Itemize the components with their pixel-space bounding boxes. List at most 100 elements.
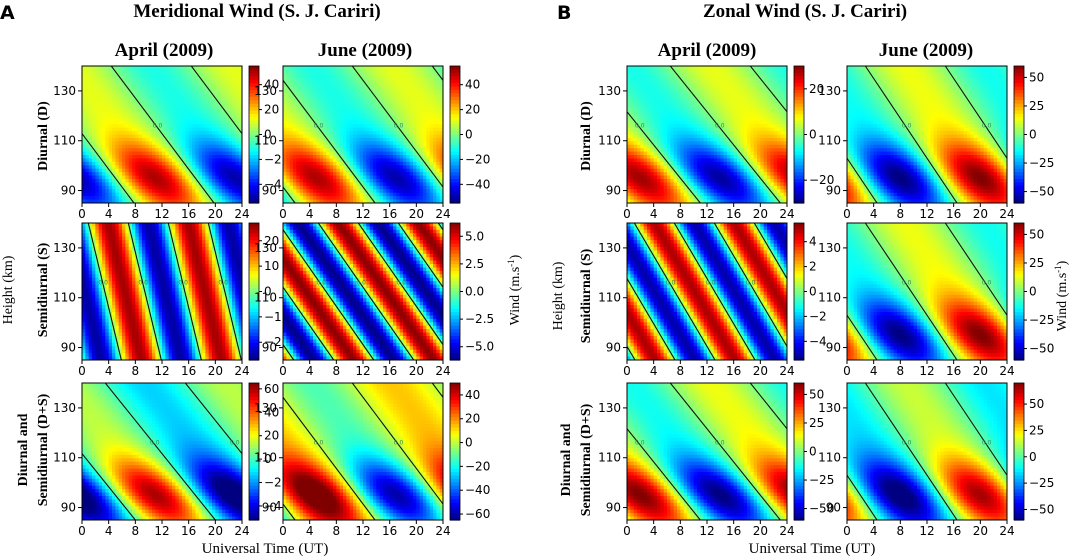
heatmap-cell xyxy=(162,240,166,245)
heatmap-cell xyxy=(316,103,321,108)
heatmap-cell xyxy=(92,270,96,275)
heatmap-cell xyxy=(85,199,90,203)
heatmap-cell xyxy=(383,113,387,118)
heatmap-cell xyxy=(172,168,176,173)
heatmap-cell xyxy=(138,288,143,293)
heatmap-cell xyxy=(88,172,93,177)
heatmap-cell xyxy=(108,110,113,115)
heatmap-cell xyxy=(423,141,427,146)
heatmap-cell xyxy=(165,185,170,190)
heatmap-cell xyxy=(323,175,327,180)
heatmap-cell xyxy=(98,175,103,180)
heatmap-cell xyxy=(232,89,236,94)
heatmap-cell xyxy=(112,96,116,101)
heatmap-cell xyxy=(178,185,183,190)
heatmap-cell xyxy=(85,124,90,129)
heatmap-cell xyxy=(182,124,186,129)
heatmap-cell xyxy=(303,86,307,91)
heatmap-cell xyxy=(215,196,220,201)
heatmap-cell xyxy=(188,264,193,269)
heatmap-cell xyxy=(118,89,123,94)
heatmap-cell xyxy=(289,72,294,77)
heatmap-cell xyxy=(218,93,223,98)
heatmap-cell xyxy=(439,172,443,177)
colorbar-segment xyxy=(450,72,460,77)
heatmap-cell xyxy=(409,199,414,203)
heatmap-cell xyxy=(205,66,210,71)
heatmap-cell xyxy=(319,155,324,160)
heatmap-cell xyxy=(165,103,170,108)
heatmap-cell xyxy=(102,131,106,136)
heatmap-cell xyxy=(386,196,391,201)
heatmap-cell xyxy=(429,189,434,194)
heatmap-cell xyxy=(399,103,404,108)
heatmap-cell xyxy=(238,172,242,177)
heatmap-cell xyxy=(225,93,230,98)
heatmap-cell xyxy=(145,103,150,108)
heatmap-cell xyxy=(115,165,120,170)
heatmap-cell xyxy=(363,161,367,166)
heatmap-cell xyxy=(306,120,311,125)
heatmap-cell xyxy=(112,103,116,108)
heatmap-cell xyxy=(376,155,381,160)
heatmap-cell xyxy=(158,100,163,105)
heatmap-cell xyxy=(85,103,90,108)
heatmap-cell xyxy=(205,257,210,262)
heatmap-cell xyxy=(85,233,90,238)
heatmap-cell xyxy=(122,250,126,255)
heatmap-cell xyxy=(182,260,186,265)
heatmap-cell xyxy=(105,89,110,94)
colorbar-segment xyxy=(450,168,460,173)
colorbar-segment xyxy=(249,120,259,125)
heatmap-cell xyxy=(323,172,327,177)
heatmap-cell xyxy=(293,161,297,166)
heatmap-cell xyxy=(413,179,417,184)
heatmap-cell xyxy=(429,96,434,101)
heatmap-cell xyxy=(132,72,136,77)
heatmap-cell xyxy=(366,93,371,98)
heatmap-cell xyxy=(192,277,196,282)
heatmap-cell xyxy=(162,89,166,94)
heatmap-cell xyxy=(366,76,371,81)
heatmap-cell xyxy=(363,113,367,118)
heatmap-cell xyxy=(429,172,434,177)
heatmap-cell xyxy=(238,158,242,163)
colorbar-segment xyxy=(249,192,259,197)
heatmap-cell xyxy=(138,179,143,184)
heatmap-cell xyxy=(178,86,183,91)
heatmap-cell xyxy=(333,76,337,81)
heatmap-cell xyxy=(406,172,411,177)
heatmap-cell xyxy=(178,267,183,272)
heatmap-cell xyxy=(98,281,103,286)
heatmap-cell xyxy=(286,127,291,132)
heatmap-cell xyxy=(366,182,371,187)
heatmap-cell xyxy=(232,79,236,84)
heatmap-cell xyxy=(172,189,176,194)
heatmap-cell xyxy=(82,161,86,166)
heatmap-cell xyxy=(208,72,213,77)
heatmap-cell xyxy=(155,240,160,245)
heatmap-cell xyxy=(423,185,427,190)
heatmap-cell xyxy=(128,226,133,231)
heatmap-cell xyxy=(379,79,384,84)
heatmap-cell xyxy=(118,260,123,265)
heatmap-cell xyxy=(112,175,116,180)
heatmap-cell xyxy=(296,113,301,118)
heatmap-cell xyxy=(389,151,394,156)
heatmap-cell xyxy=(212,110,216,115)
heatmap-cell xyxy=(155,72,160,77)
heatmap-cell xyxy=(158,236,163,241)
heatmap-cell xyxy=(175,277,180,282)
heatmap-cell xyxy=(192,161,196,166)
heatmap-cell xyxy=(102,93,106,98)
heatmap-cell xyxy=(218,141,223,146)
heatmap-cell xyxy=(323,127,327,132)
heatmap-cell xyxy=(296,96,301,101)
heatmap-cell xyxy=(158,66,163,71)
heatmap-cell xyxy=(333,86,337,91)
heatmap-cell xyxy=(202,96,206,101)
heatmap-cell xyxy=(225,151,230,156)
heatmap-cell xyxy=(178,103,183,108)
heatmap-cell xyxy=(195,281,200,286)
heatmap-cell xyxy=(323,192,327,197)
